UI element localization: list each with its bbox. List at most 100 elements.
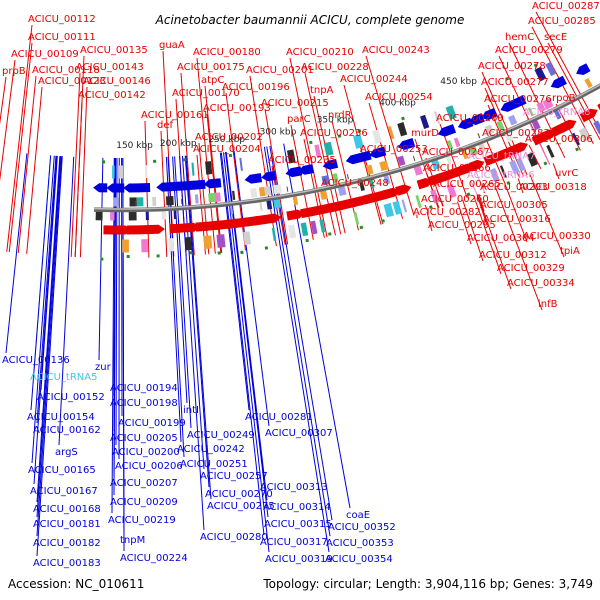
category-block — [484, 124, 495, 136]
misc-feature-dot — [126, 254, 130, 259]
reverse-gene-arrow — [322, 158, 339, 170]
top-gene-label: ACICU_00306 — [525, 134, 593, 145]
category-block — [526, 152, 538, 167]
top-gene-label: ACICU_00276 — [484, 94, 552, 105]
label-connector — [219, 152, 250, 411]
scale-tick-label: 200 kbp — [160, 139, 197, 149]
top-gene-label: ACICU_00253 — [360, 144, 428, 155]
top-gene-label: ACICU_00235 — [268, 155, 336, 166]
scale-tick-label: 450 kbp — [440, 77, 477, 87]
bottom-gene-label: ACICU_00165 — [28, 465, 96, 476]
reverse-gene-arrow — [261, 170, 277, 182]
bottom-gene-label: ACICU_00280 — [200, 532, 268, 543]
category-block — [319, 189, 328, 200]
label-connector — [264, 108, 289, 245]
category-block — [430, 189, 440, 204]
category-block — [191, 162, 195, 176]
top-gene-label: infB — [538, 299, 558, 310]
top-gene-label: ACICU_00282 — [413, 207, 481, 218]
bottom-gene-label: ACICU_00168 — [33, 504, 101, 515]
top-gene-label: ACICU_00109 — [11, 49, 79, 60]
reverse-gene-arrow — [132, 183, 151, 193]
category-block — [111, 165, 115, 179]
top-gene-label: ACICU_00269 — [436, 113, 504, 124]
top-gene-label: ACICU_00118 — [32, 65, 100, 76]
bottom-gene-label: ACICU_00249 — [187, 430, 255, 441]
category-block — [546, 144, 555, 158]
label-connector — [6, 24, 33, 252]
category-block — [165, 196, 174, 206]
scale-tick-mark — [232, 194, 234, 200]
misc-feature-dot — [428, 205, 433, 210]
bottom-gene-label: ACICU_00162 — [33, 425, 101, 436]
reverse-gene-arrow — [437, 124, 457, 137]
genome-backbone — [94, 83, 600, 213]
category-block — [504, 131, 514, 143]
category-block — [258, 186, 266, 197]
top-gene-label: ACICU_00277 — [481, 77, 549, 88]
top-gene-label: uvrC — [555, 168, 578, 179]
category-block — [229, 205, 234, 215]
reverse-gene-arrow — [244, 173, 263, 184]
label-connector — [31, 155, 55, 464]
category-block — [287, 224, 297, 239]
category-block — [584, 77, 593, 89]
backbone-ring — [94, 83, 600, 213]
backbone-highlight — [94, 83, 600, 210]
top-gene-label: ACICU_00330 — [523, 231, 591, 242]
label-connector — [436, 189, 444, 207]
label-connector — [529, 173, 565, 258]
category-block — [433, 111, 441, 125]
label-connector — [473, 195, 502, 275]
category-block — [447, 140, 454, 150]
top-gene-label: ACICU_00295 — [428, 220, 496, 231]
label-connector — [184, 155, 210, 488]
label-connector — [198, 142, 210, 255]
top-gene-label: ACICU_00248 — [321, 178, 389, 189]
bottom-gene-label: ACICU_00205 — [110, 433, 178, 444]
top-gene-label: ACICU_00123 — [38, 76, 106, 87]
top-gene-label: ACICU_00112 — [28, 14, 96, 25]
label-connector — [58, 156, 75, 446]
feature-tracks — [93, 61, 600, 261]
category-block — [445, 155, 453, 166]
bottom-gene-label: ACICU_00307 — [265, 428, 333, 439]
reverse-gene-arrow — [576, 63, 591, 75]
category-block — [205, 161, 213, 175]
top-gene-label: ACICU_00334 — [507, 278, 575, 289]
bottom-gene-label: ACICU_00275 — [207, 501, 275, 512]
label-connector — [528, 144, 542, 170]
top-gene-label: ACICU_00293 — [480, 182, 548, 193]
category-block — [397, 122, 408, 137]
misc-feature-dot — [100, 257, 104, 261]
top-gene-label: ACICU_00266 — [423, 163, 491, 174]
label-connector — [223, 152, 270, 553]
label-connector — [290, 124, 314, 240]
label-connector — [17, 75, 37, 254]
top-gene-label: def — [157, 120, 174, 131]
bottom-gene-label: ACICU_00200 — [112, 447, 180, 458]
label-connector — [225, 151, 268, 501]
label-connector — [481, 71, 528, 176]
scale-tick-label: 350 kbp — [317, 116, 354, 126]
bottom-gene-label: ACICU_00167 — [30, 486, 98, 497]
misc-feature-dot — [156, 254, 160, 258]
bottom-gene-label: ACICU_00206 — [115, 461, 183, 472]
scale-ticks: 150 kbp 200 kbp 250 kbp 300 kbp 350 kbp 400 k… — [116, 77, 481, 206]
misc-feature-dot — [305, 238, 309, 243]
label-connector — [36, 155, 57, 424]
category-block — [194, 194, 199, 204]
top-gene-label: rpoB — [552, 93, 576, 104]
category-block — [264, 185, 272, 196]
label-connector — [0, 76, 7, 125]
top-gene-label: ACICU_00243 — [362, 45, 430, 56]
category-block — [496, 120, 505, 131]
misc-feature-dot — [309, 140, 313, 145]
top-gene-label: ACICU_00254 — [365, 92, 433, 103]
reverse-gene-arrow — [369, 146, 387, 159]
misc-feature-dot — [466, 192, 471, 197]
misc-feature-dot — [182, 158, 187, 162]
bottom-gene-label: ACICU_00314 — [263, 502, 331, 513]
category-block — [453, 137, 461, 148]
category-block — [323, 141, 334, 157]
